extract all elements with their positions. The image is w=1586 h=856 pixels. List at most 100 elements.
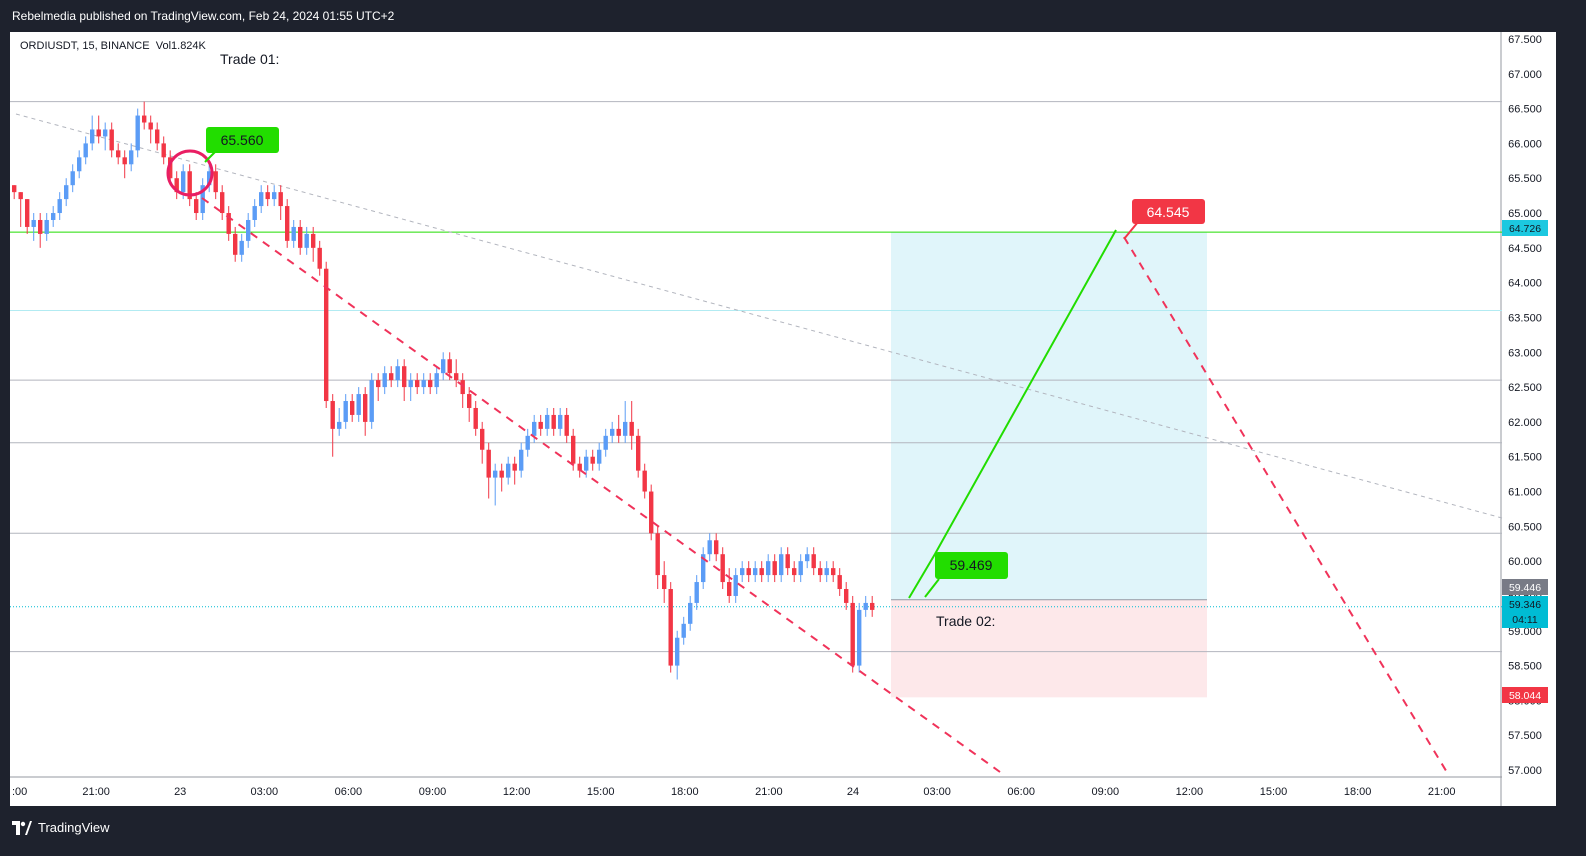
candle[interactable]: [486, 442, 491, 499]
candle[interactable]: [272, 185, 277, 207]
candle[interactable]: [720, 547, 725, 590]
candle[interactable]: [512, 456, 517, 485]
candle[interactable]: [363, 387, 368, 436]
candle[interactable]: [454, 359, 459, 388]
candle[interactable]: [798, 554, 803, 583]
candle[interactable]: [44, 213, 49, 241]
candle[interactable]: [31, 213, 36, 241]
candle[interactable]: [246, 213, 251, 248]
candle[interactable]: [759, 561, 764, 583]
candle[interactable]: [324, 261, 329, 408]
label-64545[interactable]: 64.545: [1123, 199, 1205, 240]
candle[interactable]: [421, 373, 426, 395]
candle[interactable]: [597, 442, 602, 471]
candle[interactable]: [785, 547, 790, 576]
candle[interactable]: [408, 373, 413, 402]
target-zone[interactable]: [891, 232, 1207, 600]
candle[interactable]: [18, 192, 23, 227]
candle[interactable]: [304, 226, 309, 255]
candle[interactable]: [668, 582, 673, 673]
candle[interactable]: [837, 568, 842, 596]
candle[interactable]: [395, 359, 400, 388]
candle[interactable]: [467, 387, 472, 422]
candle[interactable]: [480, 421, 485, 464]
candle[interactable]: [818, 561, 823, 583]
candle[interactable]: [707, 533, 712, 562]
candle[interactable]: [623, 401, 628, 443]
candle[interactable]: [675, 630, 680, 680]
candle[interactable]: [434, 366, 439, 395]
tradingview-brand[interactable]: TradingView: [12, 820, 110, 835]
candle[interactable]: [148, 115, 153, 144]
candle[interactable]: [226, 206, 231, 241]
candle[interactable]: [558, 407, 563, 436]
candle[interactable]: [506, 456, 511, 485]
red-descending-trendline[interactable]: [201, 197, 1001, 773]
candle[interactable]: [714, 533, 719, 562]
candle[interactable]: [701, 547, 706, 590]
candle[interactable]: [831, 561, 836, 583]
candle[interactable]: [428, 373, 433, 395]
candle[interactable]: [733, 568, 738, 603]
candle[interactable]: [122, 150, 127, 179]
candle[interactable]: [616, 414, 621, 443]
candle[interactable]: [12, 185, 17, 200]
candle[interactable]: [753, 561, 758, 583]
candle[interactable]: [187, 164, 192, 207]
highlight-circle[interactable]: [166, 149, 214, 197]
candle[interactable]: [603, 428, 608, 457]
candle[interactable]: [655, 526, 660, 590]
candle[interactable]: [57, 192, 62, 220]
candle[interactable]: [850, 595, 855, 673]
candle[interactable]: [70, 164, 75, 193]
candle[interactable]: [610, 421, 615, 443]
candle[interactable]: [681, 616, 686, 645]
price-axis-panel[interactable]: [1502, 32, 1556, 806]
candle[interactable]: [571, 428, 576, 471]
stop-zone[interactable]: [891, 599, 1207, 698]
candle[interactable]: [382, 366, 387, 395]
candle[interactable]: [727, 568, 732, 603]
candle[interactable]: [545, 407, 550, 436]
candle[interactable]: [694, 575, 699, 610]
candle[interactable]: [90, 115, 95, 151]
gray-trend-line[interactable]: [15, 113, 1503, 519]
candle[interactable]: [51, 206, 56, 227]
candle[interactable]: [129, 143, 134, 172]
candle[interactable]: [551, 407, 556, 436]
price-chart[interactable]: 65.560 59.469 64.545 Trade 01: Trade 02:…: [10, 32, 1556, 806]
candle[interactable]: [278, 185, 283, 220]
candle[interactable]: [844, 582, 849, 610]
candle[interactable]: [811, 547, 816, 576]
candle[interactable]: [265, 185, 270, 207]
label-59469[interactable]: 59.469: [924, 552, 1008, 598]
candle[interactable]: [239, 233, 244, 262]
candle[interactable]: [135, 108, 140, 158]
candle[interactable]: [460, 373, 465, 408]
candle[interactable]: [259, 185, 264, 214]
candle[interactable]: [64, 178, 69, 207]
candle[interactable]: [662, 561, 667, 603]
candle[interactable]: [441, 352, 446, 381]
candle[interactable]: [285, 199, 290, 248]
candle[interactable]: [207, 164, 212, 193]
candle[interactable]: [688, 595, 693, 631]
candle[interactable]: [473, 401, 478, 436]
candle[interactable]: [499, 463, 504, 492]
candle[interactable]: [291, 219, 296, 248]
candle[interactable]: [109, 122, 114, 158]
candle[interactable]: [577, 456, 582, 478]
candle[interactable]: [369, 373, 374, 429]
candle[interactable]: [96, 115, 101, 144]
candle[interactable]: [330, 394, 335, 457]
candle[interactable]: [824, 561, 829, 583]
candle[interactable]: [350, 394, 355, 422]
candle[interactable]: [317, 240, 322, 276]
candle[interactable]: [376, 373, 381, 402]
candle[interactable]: [519, 442, 524, 478]
candle[interactable]: [792, 561, 797, 583]
candle[interactable]: [590, 449, 595, 471]
candle[interactable]: [25, 199, 30, 234]
candle[interactable]: [311, 226, 316, 262]
candle[interactable]: [766, 554, 771, 583]
